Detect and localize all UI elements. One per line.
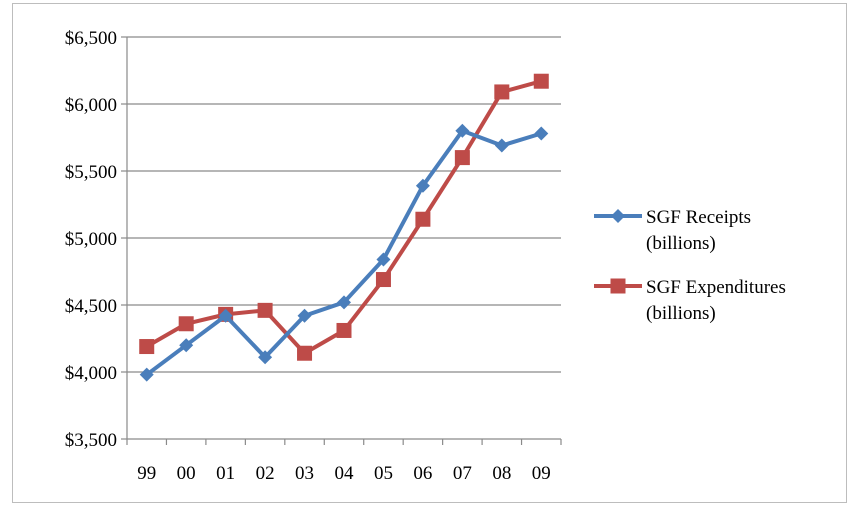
x-tick-label: 06 xyxy=(413,463,432,484)
data-point xyxy=(415,211,431,227)
legend-label: SGF Expenditures xyxy=(646,277,786,298)
x-tick-labels: 99 00 01 02 03 04 05 06 07 08 09 xyxy=(137,463,551,484)
series-line xyxy=(145,79,542,356)
data-point xyxy=(139,339,155,355)
y-tick-label: $4,000 xyxy=(65,363,117,384)
legend-label-unit: (billions) xyxy=(646,303,716,324)
series-line xyxy=(145,128,542,377)
data-point xyxy=(258,350,273,365)
gridlines xyxy=(127,36,561,373)
x-tick-label: 00 xyxy=(177,463,196,484)
series-group xyxy=(139,73,549,382)
x-tick-label: 01 xyxy=(216,463,235,484)
y-tick-label: $5,000 xyxy=(65,229,117,250)
legend-label-unit: (billions) xyxy=(646,233,716,254)
series-receipts xyxy=(139,123,549,382)
x-tick-label: 07 xyxy=(453,463,472,484)
data-point xyxy=(376,252,391,267)
data-point xyxy=(297,308,312,323)
legend-marker xyxy=(611,209,625,223)
data-point xyxy=(337,295,351,310)
x-tick-label: 03 xyxy=(295,463,314,484)
y-tick-label: $6,000 xyxy=(65,95,117,116)
y-tick-label: $5,500 xyxy=(65,162,117,183)
legend: SGF Receipts (billions) SGF Expenditures (b… xyxy=(594,207,786,324)
x-tick-label: 08 xyxy=(492,463,511,484)
data-point xyxy=(534,126,549,141)
data-point xyxy=(257,302,273,318)
data-point xyxy=(139,367,154,382)
y-tick-label: $3,500 xyxy=(65,430,117,451)
chart-frame xyxy=(12,3,847,503)
legend-label: SGF Receipts xyxy=(646,207,751,228)
data-point xyxy=(494,138,509,153)
data-point xyxy=(533,73,549,89)
y-tick-label: $4,500 xyxy=(65,296,117,317)
data-point xyxy=(454,150,470,166)
data-point xyxy=(336,322,352,338)
x-tick-label: 09 xyxy=(532,463,551,484)
data-point xyxy=(297,345,313,361)
x-tick-label: 99 xyxy=(137,463,156,484)
y-tick-labels: $3,500 $4,000 $4,500 $5,000 $5,500 $6,000 $6,5… xyxy=(65,28,117,451)
x-tick-label: 02 xyxy=(256,463,275,484)
data-point xyxy=(375,272,391,288)
series-expenditures xyxy=(139,73,549,361)
data-point xyxy=(179,338,194,353)
x-tick-label: 05 xyxy=(374,463,393,484)
y-tick-label: $6,500 xyxy=(65,28,117,49)
data-point xyxy=(178,316,194,332)
data-point xyxy=(218,308,233,323)
data-point xyxy=(494,84,510,100)
axes xyxy=(121,36,562,445)
x-tick-label: 04 xyxy=(335,463,355,484)
legend-marker xyxy=(610,278,626,294)
data-point xyxy=(415,178,430,193)
data-point xyxy=(455,123,470,138)
legend-item: SGF Receipts (billions) xyxy=(594,207,751,254)
legend-item: SGF Expenditures (billions) xyxy=(594,277,786,324)
